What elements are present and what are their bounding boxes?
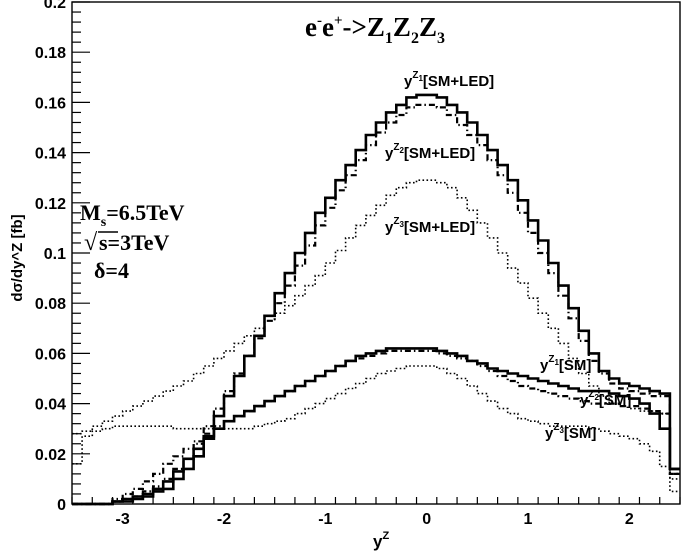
- y-tick-label: 0: [57, 497, 66, 514]
- sqrt-symbol: √: [84, 230, 98, 256]
- x-tick-label: 1: [524, 511, 533, 528]
- series-group: [72, 93, 680, 506]
- sqrt-s-text: s=3TeV: [99, 230, 170, 255]
- y-tick-label: 0.16: [35, 95, 66, 112]
- label-y3-sm-led: yZ3[SM+LED]: [385, 216, 475, 236]
- y-axis-label: dσ/dy^Z [fb]: [9, 214, 26, 301]
- label-y1-sm-led: yZ1[SM+LED]: [404, 70, 494, 90]
- plot-frame: [71, 1, 681, 505]
- label-y3-sm: yZ3[SM]: [545, 422, 596, 442]
- param-delta: δ=4: [94, 258, 129, 283]
- param-sqrt-s: √ s=3TeV: [84, 230, 170, 256]
- label-y1-sm: yZ1[SM]: [540, 354, 591, 374]
- y-tick-label: 0.02: [35, 447, 66, 464]
- x-tick-label: 0: [422, 511, 431, 528]
- series-line-0: [72, 93, 680, 506]
- x-tick-label: -3: [116, 511, 130, 528]
- chart-title: e-e+->Z1Z2Z3: [305, 12, 445, 47]
- y-tick-label: 0.14: [35, 146, 66, 163]
- x-tick-label: 2: [625, 511, 634, 528]
- x-axis-label: yZ: [373, 530, 389, 551]
- y-tick-label: 0.12: [35, 196, 66, 213]
- param-ms: Ms=6.5TeV: [80, 200, 185, 230]
- y-tick-label: 0.18: [35, 45, 66, 62]
- series-line-2: [72, 179, 680, 480]
- x-tick-label: -2: [217, 511, 231, 528]
- x-tick-label: -1: [318, 511, 332, 528]
- y-tick-label: 0.04: [35, 397, 66, 414]
- label-y2-sm-led: yZ2[SM+LED]: [385, 142, 475, 162]
- series-line-3: [72, 347, 680, 506]
- label-y2-sm: yZ2[SM]: [580, 389, 631, 409]
- y-tick-label: 0.2: [44, 0, 66, 12]
- y-tick-label: 0.06: [35, 346, 66, 363]
- y-tick-label: 0.08: [35, 296, 66, 313]
- tick-labels: -3 -2 -1 0 1 2 0 0.02 0.04 0.06 0.08 0.1 0.12 0.14 0.1…: [35, 0, 634, 528]
- y-tick-label: 0.1: [44, 246, 66, 263]
- series-line-1: [72, 103, 680, 506]
